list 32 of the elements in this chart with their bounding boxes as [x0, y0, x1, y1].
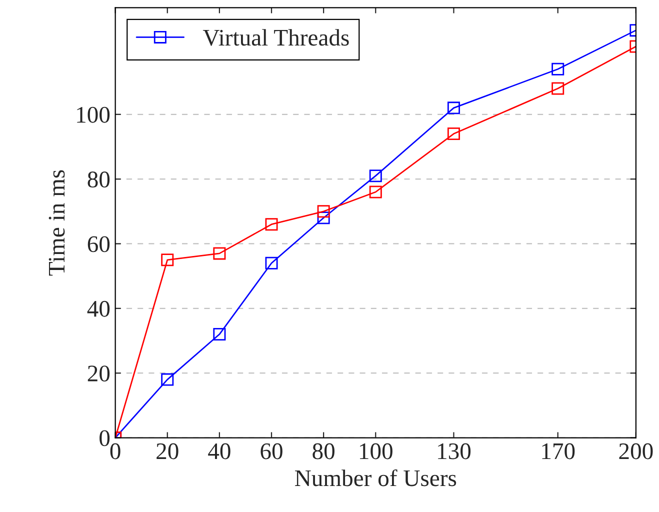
- y-tick-label: 0: [100, 430, 110, 446]
- x-tick-label: 0: [110, 443, 120, 460]
- y-axis-title: Time in ms: [48, 170, 65, 276]
- point: [265, 218, 278, 231]
- x-tick-label: 170: [542, 443, 575, 460]
- point: [552, 82, 564, 95]
- y-tick-label: 100: [77, 106, 110, 123]
- point: [317, 212, 330, 224]
- y-tick-label: 80: [88, 172, 110, 188]
- point: [213, 247, 226, 260]
- x-tick-label: 40: [208, 443, 230, 460]
- point: [369, 186, 382, 198]
- point: [369, 170, 382, 182]
- y-tick-label: 60: [88, 236, 110, 252]
- point: [317, 205, 330, 218]
- point: [265, 256, 278, 270]
- point: [447, 102, 460, 114]
- x-tick-label: 60: [260, 443, 282, 460]
- x-axis-title: Number of Users: [295, 469, 456, 486]
- x-tick-label: 80: [312, 443, 334, 460]
- point: [213, 328, 226, 341]
- x-tick-label: 130: [438, 443, 471, 460]
- x-tick-label: 100: [360, 443, 392, 460]
- point: [447, 128, 460, 140]
- point: [161, 373, 174, 386]
- legend-label: Virtual Threads: [202, 29, 349, 46]
- y-tick-label: 20: [88, 366, 110, 382]
- x-tick-label: 200: [619, 443, 653, 460]
- x-tick-label: 20: [156, 443, 178, 460]
- y-tick-label: 40: [87, 300, 110, 317]
- point: [161, 254, 174, 266]
- point: [552, 62, 564, 76]
